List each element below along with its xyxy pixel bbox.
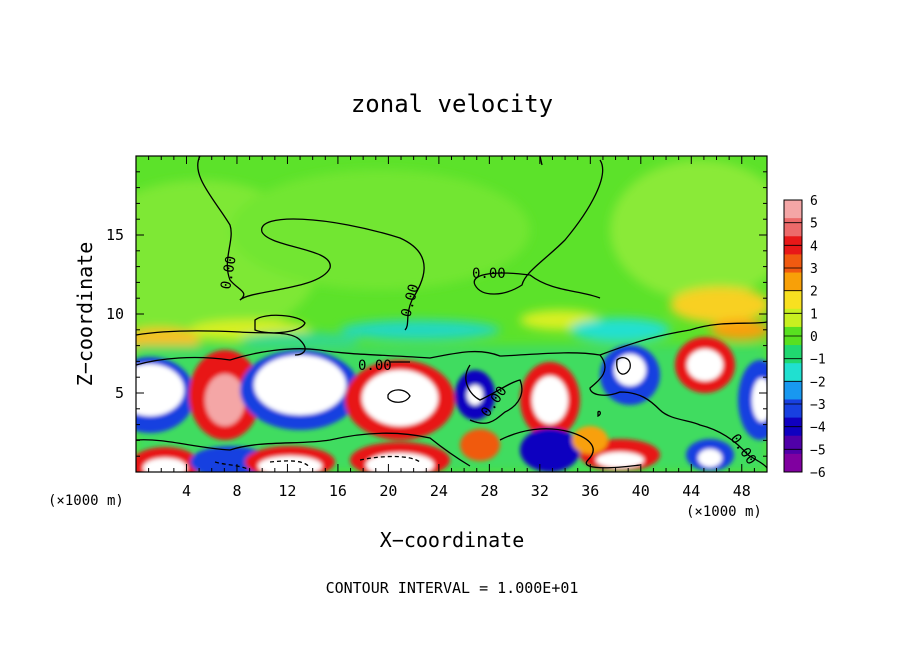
colorbar-swatch [784,308,802,328]
x-tick-label: 28 [480,482,498,500]
colorbar-tick-label: −2 [810,375,826,390]
x-tick-label: 12 [278,482,296,500]
colorbar-tick-label: −4 [810,421,826,436]
x-tick-label: 32 [531,482,549,500]
colorbar-tick-label: 2 [810,285,818,300]
colorbar-tick-label: 6 [810,194,818,209]
x-tick-label: 36 [581,482,599,500]
colorbar-swatch [784,363,802,382]
colorbar-tick-label: −1 [810,353,826,368]
y-axis-label: Z−coordinate [73,242,97,387]
colorbar-swatch [784,254,802,274]
x-tick-label: 16 [329,482,347,500]
colorbar-swatch [784,345,802,364]
y-axis: 5 10 15 [106,171,767,457]
colorbar-tick-label: −6 [810,466,826,481]
contour-lines [136,156,767,471]
colorbar-tick-label: 5 [810,217,818,232]
colorbar-swatch [784,435,802,455]
chart-title: zonal velocity [351,90,553,118]
x-tick-label: 40 [632,482,650,500]
colorbar-swatch [784,381,802,400]
y-tick-label: 10 [106,305,124,323]
colorbar-swatch [784,218,802,237]
x-tick-label: 8 [232,482,241,500]
colorbar-tick-label: 0 [810,330,818,345]
colorbar-swatch [784,200,802,219]
contour-interval-note: CONTOUR INTERVAL = 1.000E+01 [326,579,579,597]
colorbar-swatch [784,290,802,310]
colorbar-tick-label: −5 [810,443,826,458]
x-axis: 4 8 12 16 20 24 28 32 36 40 44 48 [148,156,755,500]
colorbar-tick-label: 3 [810,262,818,277]
colorbar-tick-label: 4 [810,239,818,254]
colorbar-tick-label: −3 [810,398,826,413]
colorbar-swatch [784,272,802,292]
x-tick-label: 44 [682,482,700,500]
colorbar-swatch [784,453,802,473]
colorbar-tick-label: 1 [810,307,818,322]
x-unit-left: (×1000 m) [48,493,124,509]
x-axis-label: X−coordinate [380,528,525,552]
x-tick-label: 48 [733,482,751,500]
contour-label: 0.00 [358,358,392,374]
x-tick-label: 24 [430,482,448,500]
x-tick-label: 20 [379,482,397,500]
x-unit-right: (×1000 m) [686,504,762,520]
contour-label: 0.00 [218,255,240,291]
y-tick-label: 15 [106,226,124,244]
colorbar-swatch [784,399,802,419]
contour-label: 0.00 [472,266,506,282]
colorbar: 6 5 4 3 2 1 0 −1 −2 −3 −4 −5 −6 [783,194,826,481]
y-tick-label: 5 [115,384,124,402]
x-tick-label: 4 [182,482,191,500]
plot-area: 0.00 0.00 0.00 0.00 0.00 0.00 [136,156,767,472]
